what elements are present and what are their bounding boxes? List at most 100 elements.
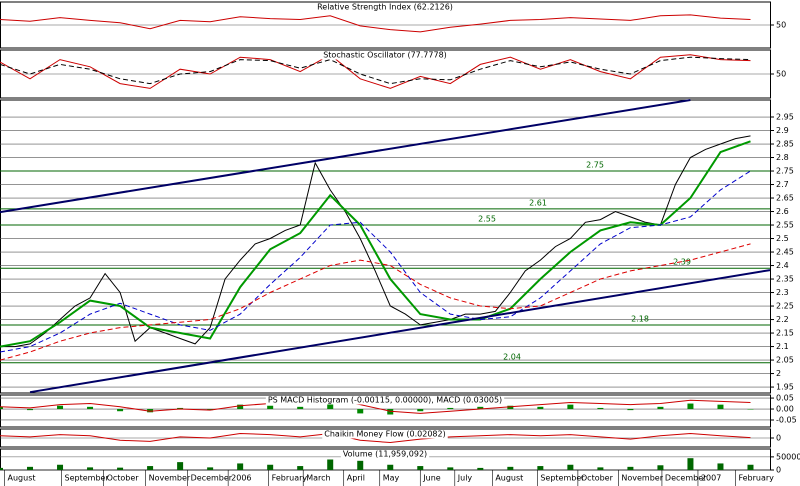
y-tick-label: 2.8 [776, 153, 789, 162]
bar [597, 467, 604, 470]
y-tick-label: 2.2 [776, 315, 789, 324]
level-label: 2.18 [631, 314, 649, 323]
y-tick-label: 2.7 [776, 180, 789, 189]
panel-title: PS MACD Histogram (-0.00115, 0.00000), M… [268, 396, 502, 405]
bar [477, 467, 484, 470]
x-tick-label: September [540, 474, 585, 483]
x-tick-label: 2007 [701, 474, 721, 483]
bar [117, 467, 124, 470]
y-tick-label: 2.6 [776, 207, 789, 216]
bar [357, 409, 364, 414]
y-tick-label: 2.4 [776, 261, 789, 270]
y-tick-label: -0.05 [776, 415, 797, 424]
bar [327, 459, 334, 470]
series-line [0, 399, 751, 414]
x-tick-label: February [738, 474, 774, 483]
bar [417, 409, 424, 412]
bar [207, 467, 214, 470]
series-line [0, 14, 751, 33]
bar [267, 405, 274, 410]
x-tick-label: August [8, 474, 36, 483]
bar [357, 460, 364, 470]
bar [387, 464, 394, 470]
bar [87, 406, 94, 410]
bar [537, 466, 544, 470]
title-bg [322, 429, 448, 439]
y-tick-label: 2.15 [776, 329, 794, 338]
series-line [0, 54, 751, 89]
bar [747, 464, 754, 470]
y-tick-label: 2.65 [776, 194, 794, 203]
panel-title: Relative Strength Index (62.2126) [317, 3, 453, 12]
bar [87, 467, 94, 470]
level-label: 2.75 [586, 161, 604, 170]
panel-title: Chaikin Money Flow (0.02082) [324, 430, 445, 439]
bar [147, 409, 154, 413]
title-bg [321, 50, 449, 60]
x-tick-label: June [422, 474, 441, 483]
x-tick-label: September [65, 474, 110, 483]
y-tick-label: 0 [776, 466, 781, 475]
bar [147, 466, 154, 470]
bar [447, 407, 454, 410]
bar [507, 466, 514, 470]
bar [117, 409, 124, 412]
level-label: 2.39 [673, 258, 691, 267]
x-tick-label: May [383, 474, 400, 483]
bar [27, 466, 34, 470]
y-tick-label: 2.35 [776, 275, 794, 284]
bar [507, 405, 514, 410]
x-tick-label: April [347, 474, 365, 483]
series-line [0, 56, 751, 85]
x-tick-label: December [191, 474, 233, 483]
title-bg [265, 395, 505, 405]
bar [57, 464, 64, 470]
y-tick-label: 2.85 [776, 140, 794, 149]
y-tick-label: 2.05 [776, 356, 794, 365]
y-tick-label: 1.95 [776, 383, 794, 392]
series-line [0, 170, 751, 353]
bar [717, 404, 724, 410]
bar [237, 463, 244, 470]
bar [297, 466, 304, 470]
bar [0, 406, 3, 410]
bar [627, 409, 634, 411]
level-label: 2.61 [529, 198, 547, 207]
bar [447, 467, 454, 470]
bar [207, 409, 214, 411]
level-label: 2.55 [478, 215, 496, 224]
x-tick-label: November [149, 474, 191, 483]
bar [267, 464, 274, 470]
bar [417, 466, 424, 470]
bar [297, 406, 304, 410]
y-tick-label: 2.75 [776, 167, 794, 176]
y-tick-label: 2.5 [776, 234, 789, 243]
y-tick-label: 2.25 [776, 302, 794, 311]
level-label: 2.04 [503, 352, 521, 361]
y-tick-label: 50000 [776, 452, 800, 461]
x-tick-label: 2006 [231, 474, 251, 483]
y-tick-label: 50 [776, 21, 786, 30]
bar [657, 406, 664, 410]
bar [27, 409, 34, 411]
y-tick-label: 2 [776, 369, 781, 378]
panel-title: Stochastic Oscillator (77.7778) [323, 51, 447, 60]
bar [57, 405, 64, 410]
y-tick-label: 0.00 [776, 405, 794, 414]
bar [567, 464, 574, 470]
x-tick-label: March [306, 474, 330, 483]
bar [537, 406, 544, 410]
series-line [0, 99, 691, 214]
bar [0, 467, 3, 470]
title-bg [315, 2, 455, 12]
bar [597, 407, 604, 410]
title-bg [340, 449, 430, 459]
y-tick-label: 2.9 [776, 126, 789, 135]
bar [567, 404, 574, 410]
x-tick-label: October [107, 474, 140, 483]
x-tick-label: February [272, 474, 308, 483]
bar [687, 458, 694, 470]
bar [387, 409, 394, 415]
y-tick-label: 0.05 [776, 394, 794, 403]
